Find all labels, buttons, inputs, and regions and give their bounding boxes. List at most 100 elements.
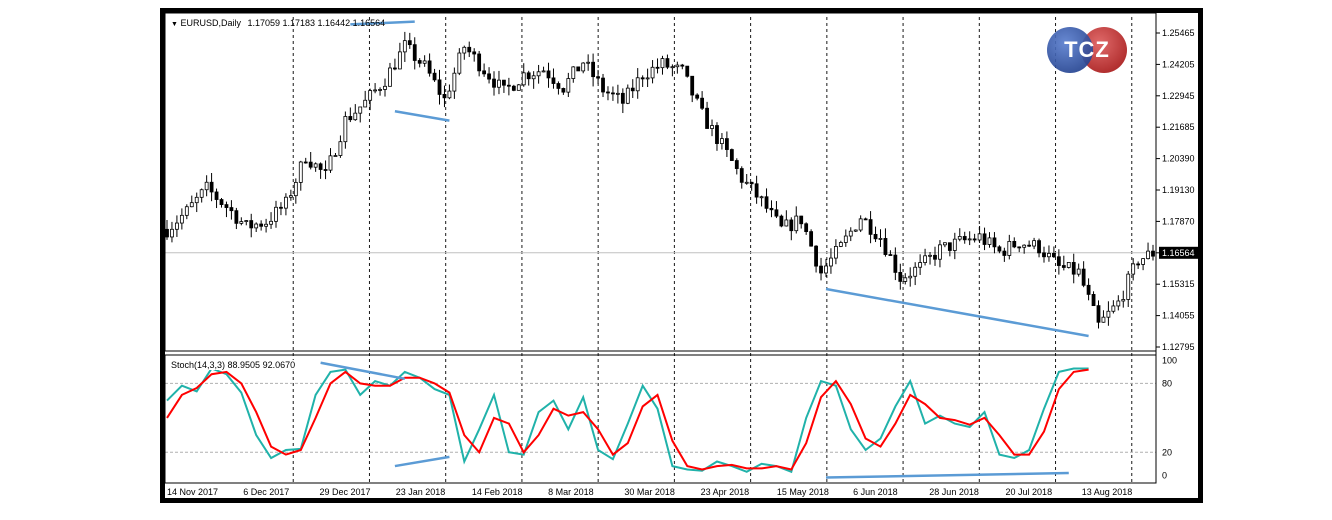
candle (397, 42, 402, 70)
candle-body-up (1111, 305, 1116, 312)
candle (189, 195, 194, 208)
candle-body-down (724, 138, 729, 150)
candle-body-up (858, 218, 863, 231)
candle-body-down (893, 254, 898, 273)
current-price-label: 1.16564 (1162, 248, 1195, 258)
candle-body-down (769, 207, 774, 211)
candle (690, 75, 695, 103)
candle (566, 72, 571, 98)
candle-body-down (1037, 240, 1041, 254)
candle (165, 219, 169, 240)
candle-body-down (1081, 268, 1086, 286)
candle (249, 213, 254, 238)
candle-body-up (1022, 244, 1027, 248)
candle (472, 48, 477, 62)
candle (239, 217, 244, 226)
candle-body-up (843, 235, 848, 243)
candle-body-up (199, 189, 204, 198)
stoch-header: Stoch(14,3,3) 88.9505 92.0670 (171, 360, 296, 370)
candle (373, 83, 378, 94)
candle-body-down (407, 40, 412, 46)
candle (829, 248, 833, 274)
candle (1116, 295, 1121, 311)
candle-body-down (318, 163, 323, 170)
candle-body-up (368, 90, 373, 101)
candle-body-down (417, 60, 422, 64)
candle-body-down (596, 76, 600, 79)
candle-body-down (1056, 256, 1061, 266)
candle (328, 148, 333, 173)
candle-body-down (209, 181, 214, 193)
candle-body-down (1136, 263, 1141, 266)
candle-body-up (452, 72, 457, 92)
candle-body-up (1126, 273, 1131, 300)
candle (848, 227, 853, 242)
candle (809, 229, 814, 247)
candle (705, 101, 709, 129)
candle-body-up (1106, 310, 1111, 318)
candle (1022, 244, 1027, 254)
candle (1071, 253, 1076, 284)
candle (630, 79, 635, 98)
candle-body-up (353, 112, 358, 121)
candle-body-up (313, 163, 318, 168)
candle (209, 172, 214, 202)
y-tick-label: 1.20390 (1162, 154, 1195, 164)
candle (833, 239, 838, 265)
candle (224, 201, 229, 218)
candle-body-up (794, 215, 799, 232)
candle-body-up (189, 202, 194, 208)
candle (670, 64, 675, 77)
candle-body-up (923, 255, 927, 263)
candle (551, 68, 556, 89)
candle (824, 258, 828, 277)
candle (229, 200, 234, 220)
candle-body-up (422, 60, 427, 64)
candle (1066, 262, 1071, 269)
candle-body-down (700, 97, 705, 109)
price-candles (165, 31, 1155, 329)
candle-body-down (546, 70, 551, 79)
candle (645, 68, 650, 88)
candle-body-up (938, 244, 942, 260)
candle-body-down (1017, 246, 1022, 249)
candle (1136, 261, 1141, 269)
candle-body-up (829, 257, 833, 267)
candle-body-down (1096, 305, 1101, 323)
candle-body-down (506, 84, 511, 87)
candle (972, 233, 977, 243)
candle (715, 122, 719, 151)
candle-body-down (561, 88, 566, 93)
candle (447, 84, 452, 100)
candle (422, 55, 427, 67)
candle-body-up (586, 61, 591, 64)
candle-body-up (635, 77, 640, 92)
candle (561, 87, 566, 95)
candle (368, 88, 373, 111)
candle-body-down (1042, 252, 1046, 258)
candle (1061, 255, 1066, 271)
candle (596, 69, 600, 84)
y-tick-label: 1.15315 (1162, 279, 1195, 289)
candle (873, 226, 878, 243)
candle (1121, 290, 1126, 308)
candle-body-up (184, 206, 189, 216)
candle (615, 84, 620, 104)
candle (724, 131, 729, 158)
candle (863, 217, 868, 221)
candle (284, 193, 288, 216)
stoch-signal-line (166, 368, 1089, 471)
candle-body-up (388, 67, 392, 87)
candle-body-down (680, 64, 685, 67)
candle-body-up (720, 138, 724, 144)
candle-body-down (814, 245, 818, 267)
stoch-trendline (394, 455, 450, 468)
candle-body-up (284, 196, 288, 209)
candle (977, 226, 982, 244)
candle-body-up (848, 230, 853, 237)
candle-body-up (541, 70, 546, 73)
candle (700, 91, 705, 111)
collapse-triangle-icon[interactable]: ▼ (171, 21, 178, 28)
candle-body-up (373, 89, 378, 92)
candle (774, 201, 779, 219)
